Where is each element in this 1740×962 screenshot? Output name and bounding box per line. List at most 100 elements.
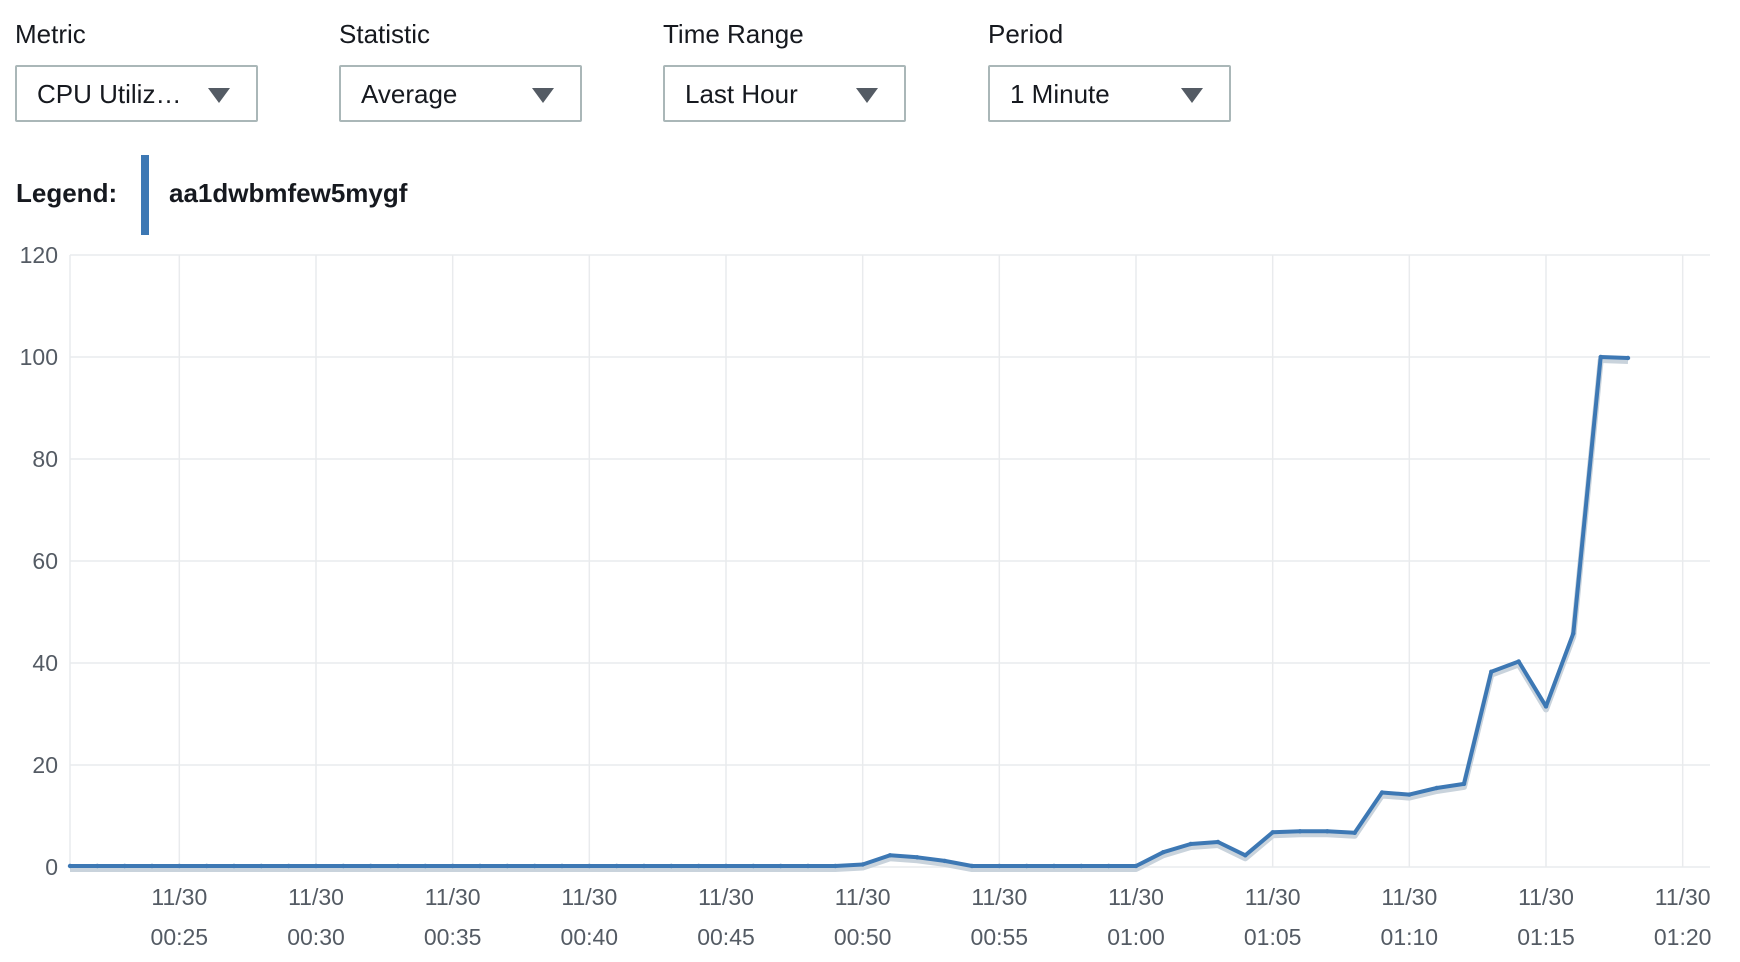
x-tick-time-label: 00:40 bbox=[561, 924, 619, 950]
time-range-label: Time Range bbox=[663, 19, 804, 49]
x-tick-date-label: 11/30 bbox=[425, 884, 481, 910]
y-tick-label: 80 bbox=[32, 446, 58, 472]
period-label: Period bbox=[988, 19, 1064, 49]
data-point[interactable] bbox=[423, 863, 428, 869]
period-select[interactable]: 1 Minute bbox=[988, 65, 1231, 122]
data-point[interactable] bbox=[1325, 829, 1330, 834]
x-tick-date-label: 11/30 bbox=[1655, 884, 1711, 910]
x-tick-time-label: 01:20 bbox=[1654, 924, 1712, 950]
series-line[interactable] bbox=[70, 355, 1629, 868]
data-point[interactable] bbox=[559, 863, 565, 869]
data-point[interactable] bbox=[915, 855, 920, 860]
period-control: Period 1 Minute bbox=[988, 18, 1235, 122]
data-point[interactable] bbox=[204, 863, 209, 869]
x-tick-time-label: 01:05 bbox=[1244, 924, 1302, 950]
data-point[interactable] bbox=[1215, 839, 1221, 845]
data-point[interactable] bbox=[997, 863, 1002, 869]
data-point[interactable] bbox=[942, 858, 947, 864]
data-point[interactable] bbox=[833, 863, 838, 869]
data-point[interactable] bbox=[286, 863, 291, 869]
x-tick-date-label: 11/30 bbox=[288, 884, 344, 910]
data-point[interactable] bbox=[231, 863, 237, 869]
data-point[interactable] bbox=[723, 863, 729, 869]
data-point[interactable] bbox=[313, 863, 319, 869]
data-point[interactable] bbox=[341, 863, 346, 869]
data-point[interactable] bbox=[149, 863, 155, 869]
x-tick-time-label: 00:35 bbox=[424, 924, 482, 950]
data-point[interactable] bbox=[122, 863, 127, 869]
data-point[interactable] bbox=[1024, 863, 1029, 869]
caret-down-icon bbox=[208, 88, 230, 103]
data-point[interactable] bbox=[505, 863, 510, 869]
caret-down-icon bbox=[532, 88, 554, 103]
x-tick-time-label: 00:45 bbox=[697, 924, 755, 950]
data-point[interactable] bbox=[477, 863, 483, 869]
data-point[interactable] bbox=[395, 863, 401, 869]
x-tick-time-label: 01:15 bbox=[1517, 924, 1575, 950]
data-point[interactable] bbox=[614, 863, 619, 869]
data-point[interactable] bbox=[1297, 829, 1303, 834]
data-point[interactable] bbox=[259, 863, 264, 869]
metric-select[interactable]: CPU Utiliz… bbox=[15, 65, 258, 122]
data-point[interactable] bbox=[1133, 863, 1139, 869]
data-point[interactable] bbox=[1571, 631, 1576, 636]
data-point[interactable] bbox=[1379, 790, 1385, 795]
data-point[interactable] bbox=[1625, 355, 1631, 361]
data-point[interactable] bbox=[177, 863, 182, 869]
data-point[interactable] bbox=[587, 863, 592, 869]
data-point[interactable] bbox=[1352, 830, 1357, 835]
data-point[interactable] bbox=[1461, 781, 1467, 787]
data-point[interactable] bbox=[67, 863, 73, 869]
x-tick-time-label: 00:50 bbox=[834, 924, 892, 950]
x-tick-date-label: 11/30 bbox=[835, 884, 891, 910]
data-point[interactable] bbox=[532, 863, 537, 869]
data-point[interactable] bbox=[368, 863, 373, 869]
data-point[interactable] bbox=[1161, 850, 1166, 855]
x-tick-time-label: 01:10 bbox=[1381, 924, 1439, 950]
data-point[interactable] bbox=[1516, 659, 1521, 664]
data-point[interactable] bbox=[1407, 792, 1412, 797]
data-point[interactable] bbox=[969, 863, 975, 869]
controls-bar: Metric CPU Utiliz… Statistic Average Tim… bbox=[0, 0, 1740, 130]
data-point[interactable] bbox=[1079, 863, 1084, 869]
data-point[interactable] bbox=[669, 863, 674, 869]
legend-series-name[interactable]: aa1dwbmfew5mygf bbox=[169, 178, 408, 208]
x-tick-date-label: 11/30 bbox=[561, 884, 617, 910]
statistic-control: Statistic Average bbox=[339, 18, 586, 122]
data-point[interactable] bbox=[887, 853, 893, 858]
data-point[interactable] bbox=[778, 863, 783, 869]
data-point[interactable] bbox=[696, 863, 701, 869]
data-point[interactable] bbox=[1598, 354, 1603, 360]
data-point[interactable] bbox=[1243, 853, 1248, 858]
data-point[interactable] bbox=[1489, 669, 1494, 674]
y-tick-label: 40 bbox=[32, 650, 58, 676]
data-point[interactable] bbox=[1051, 863, 1057, 869]
legend-color-swatch bbox=[141, 155, 149, 235]
data-point[interactable] bbox=[1270, 830, 1275, 835]
statistic-select[interactable]: Average bbox=[339, 65, 582, 122]
x-tick-date-label: 11/30 bbox=[971, 884, 1027, 910]
metric-label: Metric bbox=[15, 19, 86, 49]
x-tick-date-label: 11/30 bbox=[1381, 884, 1437, 910]
data-point[interactable] bbox=[751, 863, 756, 869]
data-point[interactable] bbox=[860, 862, 865, 867]
data-point[interactable] bbox=[805, 863, 811, 869]
y-tick-label: 0 bbox=[45, 854, 58, 880]
x-tick-time-label: 01:00 bbox=[1107, 924, 1165, 950]
time-range-control: Time Range Last Hour bbox=[663, 18, 910, 122]
x-tick-date-label: 11/30 bbox=[698, 884, 754, 910]
data-point[interactable] bbox=[450, 863, 455, 869]
x-tick-time-label: 00:30 bbox=[287, 924, 345, 950]
x-tick-date-label: 11/30 bbox=[1518, 884, 1574, 910]
data-point[interactable] bbox=[1434, 785, 1439, 791]
data-point[interactable] bbox=[641, 863, 647, 869]
y-tick-label: 100 bbox=[20, 344, 58, 370]
data-point[interactable] bbox=[95, 863, 100, 869]
data-point[interactable] bbox=[1106, 863, 1111, 869]
time-range-select[interactable]: Last Hour bbox=[663, 65, 906, 122]
x-tick-date-label: 11/30 bbox=[151, 884, 207, 910]
legend: Legend: aa1dwbmfew5mygf bbox=[16, 155, 716, 235]
data-point[interactable] bbox=[1188, 841, 1193, 847]
data-point[interactable] bbox=[1543, 704, 1549, 709]
